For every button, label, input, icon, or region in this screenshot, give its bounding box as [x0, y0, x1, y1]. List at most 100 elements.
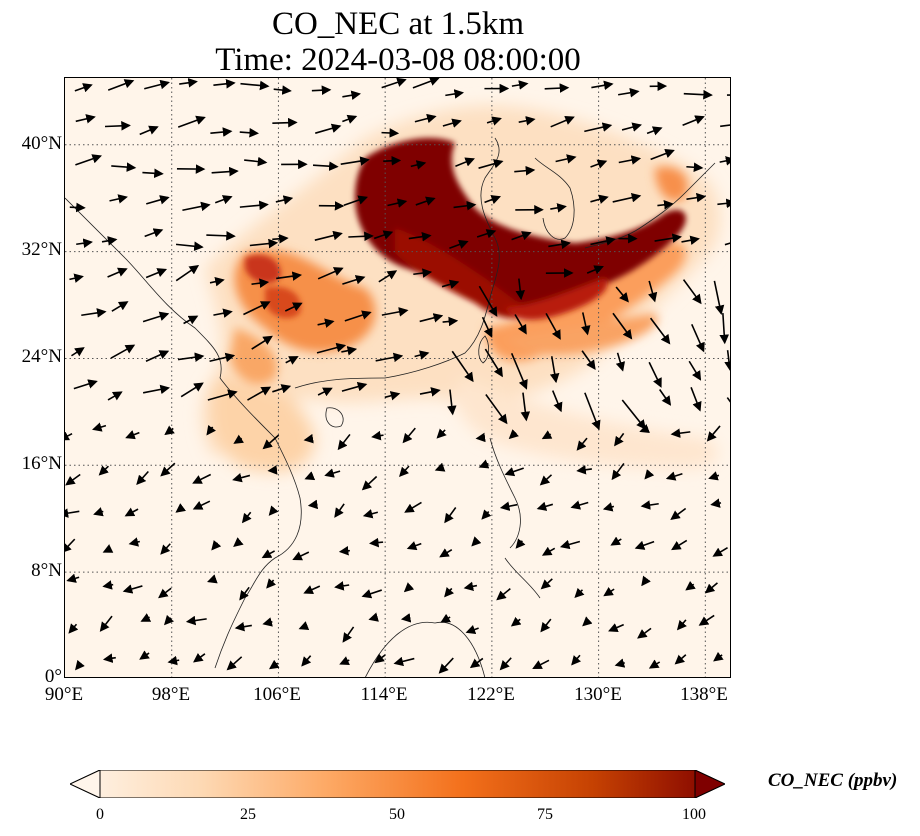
wind-arrow	[381, 307, 409, 317]
wind-arrow	[344, 310, 372, 322]
wind-arrow	[75, 154, 102, 166]
wind-arrow	[192, 500, 211, 510]
colorbar-tick-50: 50	[389, 806, 405, 823]
wind-arrow	[621, 399, 646, 430]
wind-arrow	[284, 302, 303, 312]
wind-arrow	[110, 344, 136, 359]
wind-arrow	[541, 430, 553, 440]
wind-arrow	[324, 468, 341, 478]
wind-arrow	[618, 155, 642, 165]
wind-arrow	[541, 546, 556, 556]
wind-arrow	[158, 587, 172, 599]
wind-arrow	[369, 537, 384, 548]
wind-arrow	[317, 387, 333, 397]
wind-arrow	[175, 264, 200, 282]
wind-arrow	[74, 83, 93, 93]
wind-arrow	[548, 239, 571, 250]
wind-arrow	[342, 90, 361, 100]
wind-arrow	[576, 437, 588, 451]
wind-arrow	[438, 657, 454, 674]
wind-arrow	[648, 659, 661, 669]
wind-arrow	[455, 157, 475, 167]
wind-arrow	[340, 156, 370, 166]
wind-arrow	[99, 615, 113, 632]
wind-arrow	[485, 394, 508, 425]
wind-arrow	[102, 580, 114, 590]
wind-arrow	[615, 286, 629, 303]
wind-arrow	[634, 540, 655, 550]
wind-arrow	[439, 548, 453, 558]
wind-arrow	[342, 114, 358, 124]
lat-tick-40n: 40°N	[21, 133, 62, 154]
wind-arrow	[65, 538, 76, 554]
wind-arrow	[371, 430, 384, 441]
wind-arrow	[193, 652, 206, 663]
wind-arrow	[681, 235, 700, 246]
wind-arrow	[316, 342, 347, 354]
wind-arrow	[676, 619, 687, 631]
coastline-korea	[534, 157, 575, 240]
wind-arrow	[65, 431, 73, 441]
wind-arrow	[614, 432, 625, 447]
wind-arrow	[688, 360, 702, 381]
wind-arrow	[475, 432, 486, 443]
wind-arrow	[404, 501, 422, 513]
wind-arrow	[602, 502, 615, 512]
wind-arrow	[469, 657, 484, 669]
wind-arrow	[312, 161, 339, 171]
wind-arrow	[213, 308, 233, 318]
wind-arrow	[618, 88, 640, 98]
wind-arrow	[160, 462, 176, 477]
wind-arrow	[69, 202, 86, 213]
wind-arrow	[384, 391, 401, 401]
wind-arrow	[122, 584, 143, 594]
wind-arrow	[499, 501, 518, 511]
wind-arrow	[434, 462, 446, 472]
wind-arrow	[104, 121, 131, 131]
colorbar-extend-max	[694, 769, 727, 799]
wind-arrow	[698, 614, 715, 626]
colorbar	[68, 769, 727, 799]
wind-arrow	[610, 536, 622, 546]
wind-arrow	[484, 195, 502, 205]
colorbar-graphic	[68, 769, 727, 799]
wind-arrow	[611, 462, 625, 481]
wind-arrow	[275, 195, 294, 205]
wind-arrow	[581, 350, 596, 370]
wind-arrow	[685, 580, 696, 591]
wind-arrow	[514, 165, 536, 176]
wind-arrow	[285, 356, 299, 365]
wind-arrow	[142, 311, 170, 323]
wind-arrow	[717, 198, 730, 209]
wind-arrow	[654, 233, 682, 243]
wind-arrow	[304, 471, 316, 481]
wind-arrow	[303, 433, 314, 444]
wind-arrow	[167, 655, 180, 666]
wind-arrow	[724, 242, 730, 246]
wind-arrow	[515, 538, 526, 549]
wind-arrow	[343, 195, 368, 206]
map-title-line2: Time: 2024-03-08 08:00:00	[215, 42, 581, 78]
wind-arrow	[145, 268, 168, 279]
wind-arrow	[674, 654, 687, 665]
wind-arrow	[240, 80, 270, 91]
wind-arrow	[719, 156, 730, 166]
wind-arrow	[177, 115, 206, 128]
wind-arrow	[315, 123, 342, 134]
wind-arrow	[81, 308, 107, 318]
lon-tick-114e: 114°E	[360, 684, 408, 705]
wind-arrow	[591, 80, 614, 91]
concentration-field	[201, 105, 720, 472]
wind-arrow	[128, 537, 140, 547]
wind-arrow	[720, 124, 730, 128]
wind-arrow	[317, 267, 344, 280]
wind-arrow	[368, 612, 379, 622]
wind-arrow	[658, 389, 672, 406]
wind-arrow	[545, 312, 561, 340]
wind-arrow	[262, 617, 273, 627]
wind-arrow	[69, 273, 84, 283]
wind-arrow	[478, 285, 498, 317]
wind-arrow	[92, 422, 107, 432]
wind-arrow	[465, 624, 479, 635]
wind-arrow	[510, 616, 522, 627]
